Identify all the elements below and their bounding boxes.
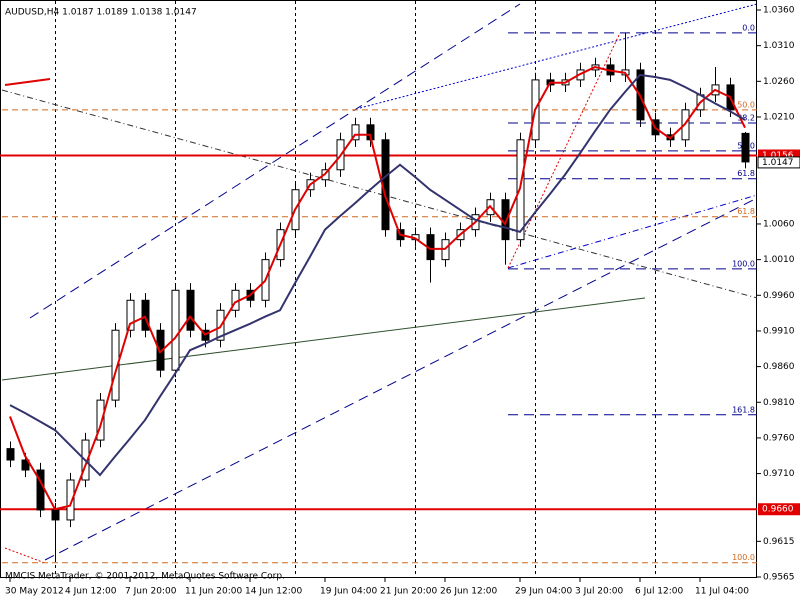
y-tick-label: 0.9710 (763, 469, 795, 479)
fibo-level-label: 0.0 (742, 23, 755, 32)
y-tick-label: 0.9860 (763, 362, 795, 372)
candle-body (51, 509, 60, 521)
x-tick-label: 19 Jun 04:00 (320, 587, 377, 597)
x-tick-label: 26 Jun 12:00 (440, 587, 497, 597)
trend-line (4, 78, 51, 86)
candle-body (66, 479, 75, 521)
x-tick-label: 11 Jun 20:00 (185, 587, 242, 597)
candle-body (111, 329, 120, 401)
current-price-box (757, 156, 800, 169)
candle-body (141, 299, 150, 331)
fibo-trend (4, 547, 46, 564)
current-price-label: 1.0147 (762, 158, 794, 168)
price-box (758, 503, 800, 516)
trend-line (359, 3, 758, 109)
price-box-label: 0.9660 (762, 505, 794, 515)
y-tick-label: 0.9565 (763, 573, 795, 583)
y-tick-label: 1.0210 (763, 112, 795, 122)
y-tick-label: 1.0310 (763, 41, 795, 51)
footer: MMCIS MetaTrader, © 2001-2012, MetaQuote… (5, 572, 285, 582)
moving-average (9, 73, 746, 477)
candle-body (156, 329, 165, 371)
candle-body (96, 399, 105, 441)
fibo-level-label: 100.0 (732, 553, 755, 562)
x-tick-label: 6 Jul 12:00 (635, 587, 684, 597)
y-tick-label: 0.9760 (763, 433, 795, 443)
candle-body (126, 299, 135, 331)
y-tick-label: 0.9615 (763, 537, 795, 547)
x-tick-label: 4 Jun 12:00 (65, 587, 117, 597)
plot-frame (0, 0, 757, 578)
trend-line (1, 297, 646, 381)
y-tick-label: 0.9810 (763, 398, 795, 408)
fibo-level-label: 61.8 (737, 169, 755, 178)
candle-body (6, 448, 15, 461)
candle-body (21, 459, 30, 471)
channel-lower (44, 197, 758, 561)
candle-body (501, 199, 510, 241)
trend-line (1, 89, 758, 299)
candle-body (351, 124, 360, 141)
y-tick-label: 0.9960 (763, 291, 795, 301)
channel-upper (29, 3, 521, 319)
x-tick-label: 3 Jul 20:00 (575, 587, 624, 597)
fibo-trend (507, 32, 621, 269)
fibo-level-label: 38.2 (737, 114, 755, 123)
candle-body (186, 289, 195, 331)
y-tick-label: 1.0010 (763, 255, 795, 265)
fibo-level-label: 50.0 (737, 100, 755, 109)
x-tick-label: 29 Jun 04:00 (515, 587, 572, 597)
x-tick-label: 14 Jun 12:00 (245, 587, 302, 597)
moving-average (9, 66, 746, 511)
chart-title: AUDUSD,H4 1.0187 1.0189 1.0138 1.0147 (5, 8, 197, 18)
candle-body (516, 139, 525, 241)
trend-line (507, 194, 758, 269)
price-box-label: 1.0156 (762, 151, 794, 161)
candle-body (171, 289, 180, 371)
fibo-level-label: 100.0 (732, 259, 755, 268)
candle-body (741, 132, 750, 163)
x-tick-label: 7 Jun 20:00 (125, 587, 177, 597)
trend-lines (1, 3, 758, 564)
fibo-level-label: 61.8 (737, 207, 755, 216)
y-tick-label: 1.0260 (763, 77, 795, 87)
x-tick-label: 30 May 2012 (5, 587, 64, 597)
y-tick-label: 1.0060 (763, 219, 795, 229)
y-tick-label: 1.0360 (763, 6, 795, 16)
x-tick-label: 11 Jul 04:00 (695, 587, 749, 597)
fibo-level-label: 161.8 (732, 405, 755, 414)
y-tick-label: 0.9910 (763, 326, 795, 336)
x-tick-label: 21 Jun 20:00 (380, 587, 437, 597)
